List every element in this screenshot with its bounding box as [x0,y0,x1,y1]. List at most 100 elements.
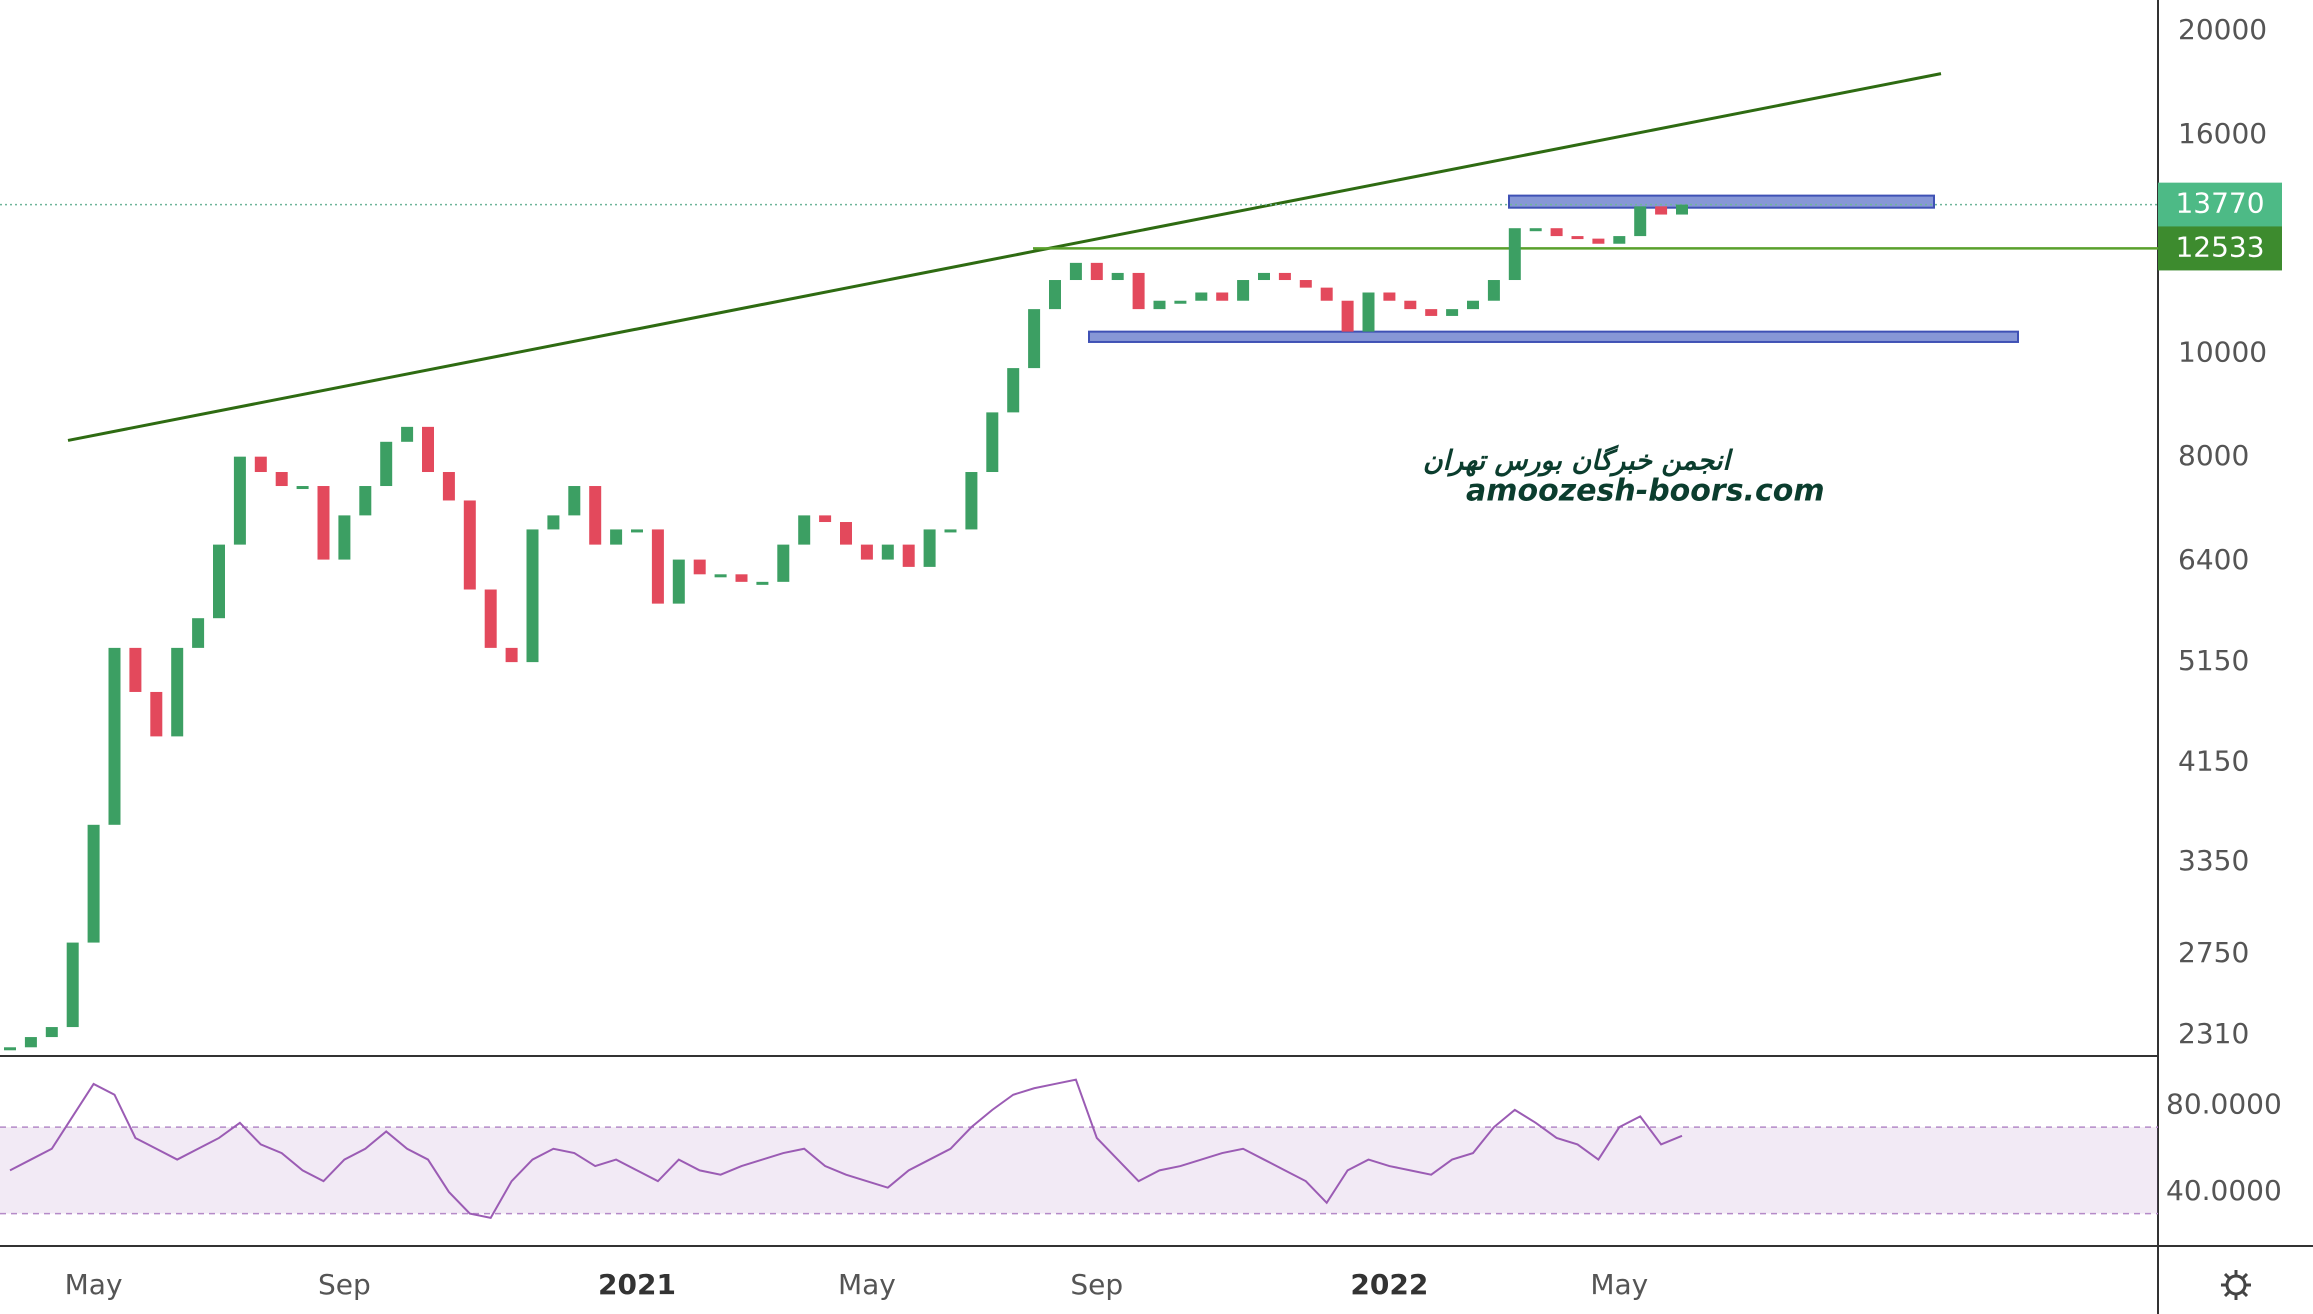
candle [1571,236,1584,240]
watermark-fa: انجمن خبرگان بورس تهران [1423,445,1734,478]
x-tick-label: May [65,1268,123,1301]
candle [254,456,267,473]
y-tick-label: 4150 [2178,745,2249,778]
candle [1425,309,1438,316]
candle [1153,300,1166,310]
candle [672,559,685,604]
y-tick-label: 2310 [2178,1017,2249,1050]
candle [1028,309,1041,369]
candle [1237,280,1250,301]
candle [1467,300,1479,310]
candle [735,574,748,582]
candle [1383,292,1396,301]
candle [526,529,539,663]
candle [213,544,225,619]
gear-teeth [2221,1270,2251,1300]
candle [798,515,811,545]
candle [24,1037,37,1048]
candle [1592,238,1605,244]
candle [150,691,163,737]
candle [422,426,434,473]
candle [1655,206,1668,215]
rsi-line [9,1078,1683,1220]
candle [275,472,288,487]
candle [1049,280,1061,310]
candle [965,472,978,530]
level-tag-bg [2158,226,2282,271]
level-tag: 12533 [2175,230,2264,263]
price-tag-bg [2158,182,2282,227]
candle [1508,228,1521,281]
candle [589,486,602,545]
candle [1299,280,1312,288]
candle [693,559,706,575]
y-tick-label: 5150 [2178,644,2249,677]
watermark-url: amoozesh-boors.com [1466,474,1825,509]
rsi-band [0,1127,2158,1214]
candle [547,515,560,530]
candle [1132,272,1145,310]
candle [171,647,184,737]
x-tick-label: 2021 [598,1268,676,1301]
candle [1090,262,1103,281]
candle [902,544,915,567]
gear-ring [2225,1274,2247,1296]
candle [631,529,643,533]
candle [87,824,100,943]
candle [568,486,581,516]
candle [756,581,769,585]
candle [923,529,936,567]
candle [1550,228,1563,237]
candle [1487,280,1500,301]
candle [317,486,330,560]
candle [986,412,999,473]
price-tag: 13770 [2175,187,2264,220]
candle [1362,292,1375,332]
candle [484,589,497,648]
candle [1634,206,1647,237]
candle [401,426,414,442]
candle [1446,309,1459,316]
candle [1320,287,1333,301]
candle [45,1027,58,1038]
y-tick-label: 20000 [2178,13,2267,46]
candle [4,1047,16,1051]
candle [819,515,832,523]
settings-icon[interactable] [2221,1270,2251,1300]
candle [108,647,121,825]
y-tick-label: 6400 [2178,543,2249,576]
candle [192,618,205,648]
candle [944,529,957,533]
candle [1069,262,1082,281]
x-tick-label: May [1590,1268,1648,1301]
y-tick-label: 2750 [2178,936,2249,969]
candle [1529,228,1542,232]
candle [463,500,476,590]
candle [881,544,894,560]
zone [1088,330,2019,343]
rsi-tick-label: 80.0000 [2166,1088,2282,1121]
candle [1111,272,1124,281]
candle [860,544,873,560]
candle [233,456,246,545]
candle [1613,236,1626,244]
candle [505,647,518,663]
zone [1508,194,1935,209]
x-tick-label: May [838,1268,896,1301]
y-tick-label: 3350 [2178,844,2249,877]
candle [1676,204,1688,215]
candle [1404,300,1417,310]
y-tick-label: 16000 [2178,117,2267,150]
candle [1007,368,1020,413]
candle [1341,300,1354,332]
candle [714,574,727,578]
candle [610,529,623,545]
candle [840,522,852,545]
trendline [67,72,1942,442]
x-tick-label: Sep [318,1268,371,1301]
y-tick-label: 10000 [2178,335,2267,368]
candle [66,942,79,1028]
y-tick-label: 8000 [2178,439,2249,472]
candle [359,486,372,516]
